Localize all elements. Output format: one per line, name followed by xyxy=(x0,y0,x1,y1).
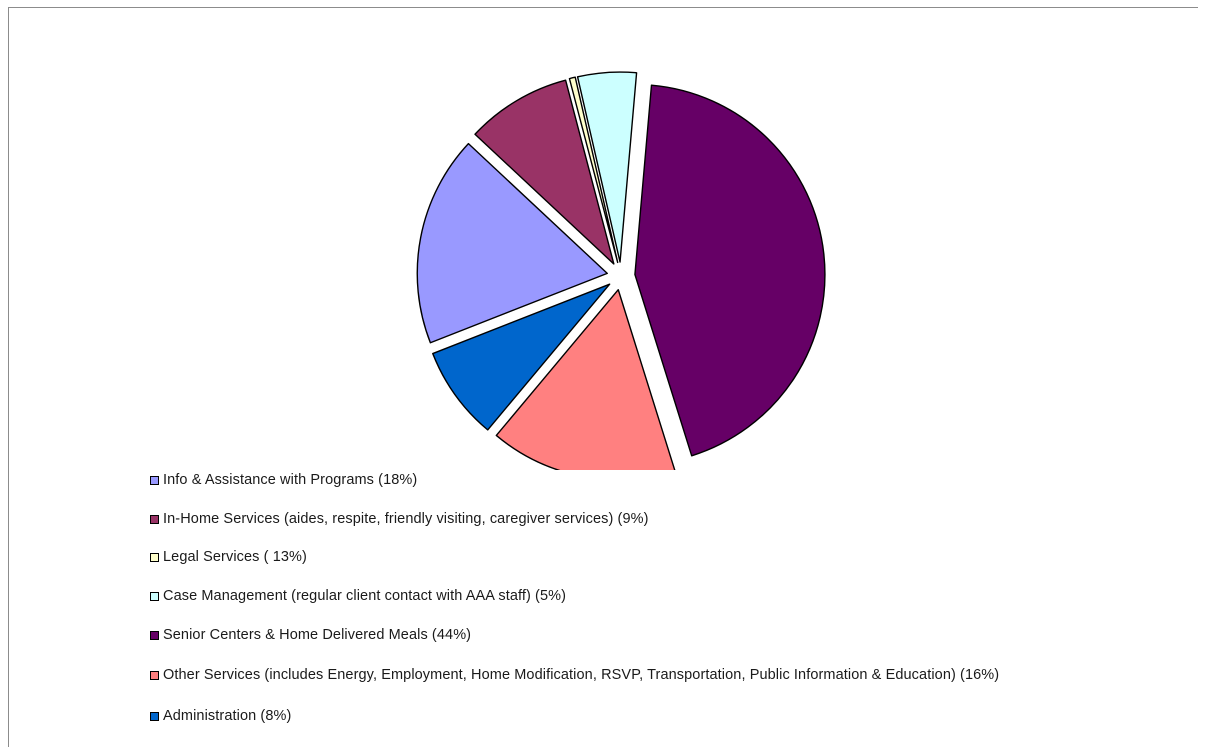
legend-item-other-services: Other Services (includes Energy, Employm… xyxy=(150,667,1130,684)
legend-item-senior-centers: Senior Centers & Home Delivered Meals (4… xyxy=(150,627,1130,644)
legend-item-in-home-services: In-Home Services (aides, respite, friend… xyxy=(150,511,1130,528)
legend-item-administration: Administration (8%) xyxy=(150,708,1130,725)
legend-swatch xyxy=(150,476,159,485)
legend-swatch xyxy=(150,553,159,562)
legend-swatch xyxy=(150,631,159,640)
pie-slice xyxy=(474,79,615,265)
legend-item-info-assistance: Info & Assistance with Programs (18%) xyxy=(150,472,1130,489)
legend-label: Legal Services ( 13%) xyxy=(163,549,307,565)
legend-item-legal-services: Legal Services ( 13%) xyxy=(150,549,1130,566)
legend-swatch xyxy=(150,671,159,680)
pie-slice xyxy=(416,142,608,344)
legend-label: In-Home Services (aides, respite, friend… xyxy=(163,511,649,527)
pie-slice xyxy=(568,76,619,264)
legend-swatch xyxy=(150,712,159,721)
pie-slice xyxy=(634,84,826,457)
legend-label: Case Management (regular client contact … xyxy=(163,588,567,604)
legend-swatch xyxy=(150,592,159,601)
pie-slice xyxy=(576,71,638,263)
pie-chart xyxy=(416,71,826,470)
legend-label: Other Services (includes Energy, Employm… xyxy=(163,667,1000,683)
legend-item-case-management: Case Management (regular client contact … xyxy=(150,588,1130,605)
legend-label: Senior Centers & Home Delivered Meals (4… xyxy=(163,627,472,643)
legend-swatch xyxy=(150,515,159,524)
pie-slice xyxy=(495,289,676,470)
legend-label: Administration (8%) xyxy=(163,708,292,724)
legend-label: Info & Assistance with Programs (18%) xyxy=(163,472,418,488)
pie-slice xyxy=(432,283,611,431)
